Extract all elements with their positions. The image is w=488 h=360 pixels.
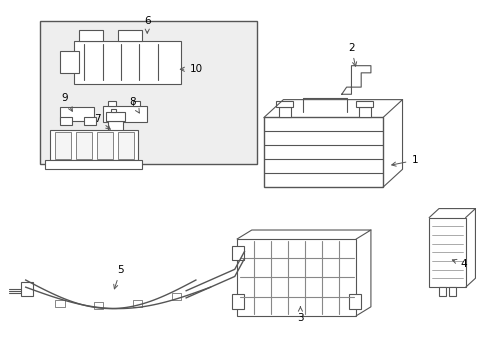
Bar	[171, 293, 181, 300]
Bar	[356, 102, 372, 107]
Bar	[108, 121, 122, 135]
Bar	[97, 132, 113, 158]
Bar	[106, 112, 125, 121]
Bar	[111, 109, 116, 112]
Bar	[118, 30, 142, 41]
Text: 5: 5	[114, 265, 123, 289]
Bar	[60, 107, 94, 121]
Bar	[438, 287, 446, 296]
Bar	[348, 294, 361, 309]
Text: 7: 7	[94, 113, 110, 129]
Bar	[74, 41, 181, 84]
Text: 10: 10	[180, 64, 202, 74]
Bar	[278, 107, 290, 117]
Bar	[276, 102, 292, 107]
Bar	[84, 135, 132, 146]
Bar	[108, 101, 116, 106]
Bar	[358, 107, 370, 117]
Bar	[264, 117, 382, 187]
Bar	[132, 101, 140, 106]
Bar	[50, 130, 137, 160]
Bar	[60, 51, 79, 73]
Text: 3: 3	[297, 307, 303, 323]
Bar	[45, 160, 142, 169]
Bar	[103, 106, 147, 122]
Bar	[237, 239, 356, 316]
Bar	[448, 287, 455, 296]
Bar	[94, 302, 103, 309]
Text: 2: 2	[347, 43, 356, 66]
Bar	[79, 30, 103, 41]
Bar	[55, 300, 64, 307]
Bar	[76, 132, 92, 158]
Bar	[21, 282, 33, 296]
Bar	[84, 117, 96, 125]
Bar	[428, 217, 465, 287]
Text: 6: 6	[143, 16, 150, 33]
Bar	[40, 21, 256, 164]
Text: 1: 1	[391, 156, 417, 166]
Bar	[117, 132, 133, 158]
Bar	[55, 132, 71, 158]
Bar	[60, 117, 72, 125]
Text: 4: 4	[451, 259, 466, 269]
Bar	[232, 246, 244, 260]
Text: 9: 9	[61, 93, 72, 111]
Bar	[232, 294, 244, 309]
Text: 8: 8	[129, 97, 139, 113]
Bar	[132, 300, 142, 307]
